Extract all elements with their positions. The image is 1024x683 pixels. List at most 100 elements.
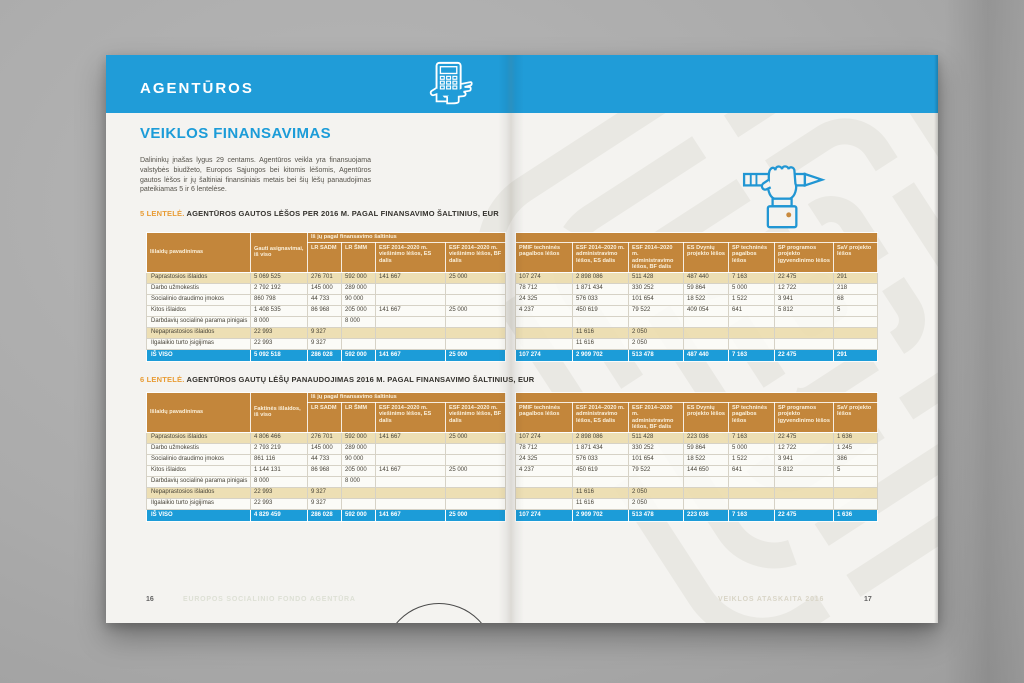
col-header-source-6: ESF 2014–2020 m. administravimo lėšos, B… — [628, 241, 685, 273]
table-row: Nepaprastosios išlaidos 22 993 9 327 11 616… — [146, 326, 879, 339]
table-row: Darbdavių socialinė parama pinigais 8 000… — [146, 475, 879, 488]
table-6-caption: 6 LENTELĖ. AGENTŪROS GAUTŲ LĖŠŲ PANAUDOJ… — [140, 375, 534, 384]
col-group-header-sources: Iš jų pagal finansavimo šaltinius — [306, 232, 507, 243]
cell: 5 000 — [728, 442, 776, 455]
cell: 22 993 — [250, 326, 308, 339]
cell — [375, 453, 446, 466]
cell — [515, 337, 574, 350]
cell: 11 616 — [572, 337, 630, 350]
cell — [515, 315, 574, 328]
fold-gap — [506, 393, 516, 433]
cell — [444, 497, 507, 510]
cell: 25 000 — [444, 271, 507, 284]
cell: 330 252 — [628, 442, 685, 455]
cell: 8 000 — [341, 475, 376, 488]
cell: 291 — [833, 271, 879, 284]
cell — [833, 475, 879, 488]
cell: 286 028 — [307, 348, 342, 362]
cell — [572, 475, 630, 488]
table-row: Kitos išlaidos 1 408 535 86 968 205 000 141 … — [146, 304, 879, 317]
cell: 205 000 — [341, 304, 376, 317]
col-header-source-0: LR SADM — [307, 401, 342, 433]
cell — [444, 442, 507, 455]
col-header-source-1: LR ŠMM — [341, 401, 376, 433]
cell: 1 144 131 — [250, 464, 308, 477]
cell: 1 522 — [728, 453, 776, 466]
table-6-label: 6 LENTELĖ. — [140, 375, 185, 384]
cell — [341, 497, 376, 510]
cell: 25 000 — [444, 508, 507, 522]
cell — [833, 497, 879, 510]
row-label: IŠ VISO — [146, 508, 251, 522]
cell: 487 440 — [683, 348, 730, 362]
cell: 576 033 — [572, 453, 630, 466]
cell — [683, 486, 730, 499]
cell — [375, 315, 446, 328]
cell: 5 812 — [774, 464, 835, 477]
cell: 2 793 219 — [250, 442, 308, 455]
cell: 79 522 — [628, 304, 685, 317]
fold-gap — [506, 305, 516, 316]
cell: 25 000 — [444, 304, 507, 317]
cell: 90 000 — [341, 293, 376, 306]
table-row: Socialinio draudimo įmokos 861 116 44 733 9… — [146, 453, 879, 466]
cell: 4 237 — [515, 304, 574, 317]
col-header-source-10: SaV projekto lėšos — [833, 401, 879, 433]
cell — [515, 497, 574, 510]
page-title: VEIKLOS FINANSAVIMAS — [140, 125, 332, 142]
cell: 78 712 — [515, 282, 574, 295]
cell — [515, 486, 574, 499]
table-row: Darbdavių socialinė parama pinigais 8 000… — [146, 315, 879, 328]
cell: 68 — [833, 293, 879, 306]
cell: 22 475 — [774, 431, 835, 444]
cell — [683, 337, 730, 350]
cell: 145 000 — [307, 282, 342, 295]
cell: 86 968 — [307, 464, 342, 477]
cell: 25 000 — [444, 464, 507, 477]
cell: 22 475 — [774, 271, 835, 284]
chapter-title: AGENTŪROS — [140, 80, 254, 97]
cell: 513 478 — [628, 348, 685, 362]
cell: 7 163 — [728, 271, 776, 284]
cell: 8 000 — [250, 315, 308, 328]
table-row: Paprastosios išlaidos 5 069 525 276 701 592… — [146, 271, 879, 284]
cell — [774, 486, 835, 499]
cell: 513 478 — [628, 508, 685, 522]
intro-paragraph: Dalininkų įnašas lygus 29 centams. Agent… — [140, 157, 371, 194]
cell: 22 993 — [250, 486, 308, 499]
col-header-source-9: SP programos projekto įgyvendinimo lėšos — [774, 401, 835, 433]
col-header-source-1: LR ŠMM — [341, 241, 376, 273]
cell: 8 000 — [250, 475, 308, 488]
cell — [728, 486, 776, 499]
cell: 1 636 — [833, 508, 879, 522]
cell: 90 000 — [341, 453, 376, 466]
cell — [728, 497, 776, 510]
col-header-expense-name: Išlaidų pavadinimas — [146, 232, 251, 273]
fold-gap — [506, 443, 516, 454]
cell — [774, 497, 835, 510]
cell: 24 325 — [515, 453, 574, 466]
cell: 141 667 — [375, 271, 446, 284]
cell — [375, 497, 446, 510]
hand-holding-pencil-icon — [742, 165, 826, 229]
col-group-header-sources-cont — [515, 232, 879, 243]
cell: 386 — [833, 453, 879, 466]
cell: 1 871 434 — [572, 442, 630, 455]
fold-gap — [506, 316, 516, 327]
cell: 9 327 — [307, 497, 342, 510]
col-header-source-10: SaV projekto lėšos — [833, 241, 879, 273]
table-received-funds-2016: Išlaidų pavadinimas Gauti asignavimai, iš… — [146, 232, 879, 362]
fold-gap — [506, 498, 516, 509]
fold-gap — [506, 476, 516, 487]
cell: 7 163 — [728, 348, 776, 362]
cell — [774, 326, 835, 339]
col-header-source-8: SP techninės pagalbos lėšos — [728, 401, 776, 433]
cell: 141 667 — [375, 348, 446, 362]
cell: 12 722 — [774, 282, 835, 295]
cell: 9 327 — [307, 486, 342, 499]
cell: 861 116 — [250, 453, 308, 466]
cell: 78 712 — [515, 442, 574, 455]
cell — [444, 282, 507, 295]
cell: 2 050 — [628, 497, 685, 510]
row-label: Darbdavių socialinė parama pinigais — [146, 475, 251, 488]
